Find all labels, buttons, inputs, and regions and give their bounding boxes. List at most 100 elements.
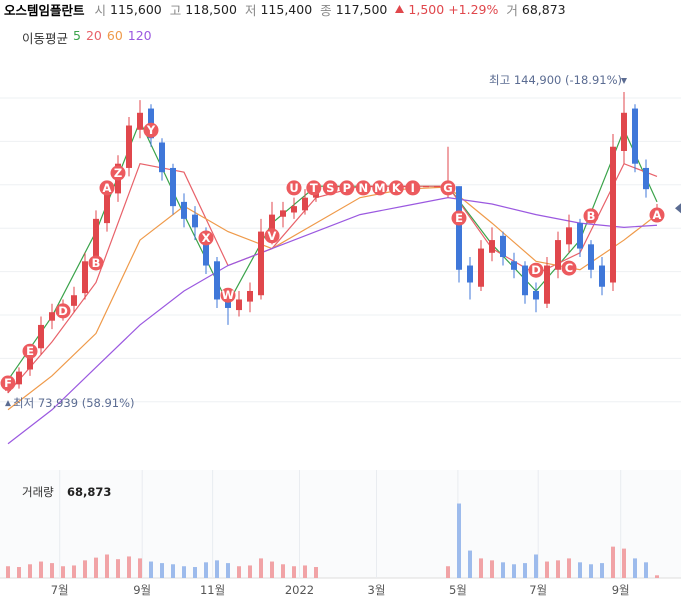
candle [247, 282, 253, 313]
candle [401, 186, 407, 188]
volume-bar [72, 565, 76, 578]
up-arrow [395, 4, 405, 13]
volume-bar [468, 550, 472, 578]
candle-body [93, 218, 99, 258]
volume-bar [17, 567, 21, 578]
volume-bar [160, 563, 164, 578]
candle [214, 257, 220, 308]
candle-body [423, 186, 429, 188]
candle [181, 193, 187, 228]
candle-body [170, 167, 176, 207]
event-marker [339, 180, 355, 196]
volume-bar [193, 567, 197, 578]
change-pct: +1.29% [448, 1, 499, 17]
change-value: 1,500 [408, 1, 445, 17]
candle-body [599, 265, 605, 287]
candle-body [588, 244, 594, 270]
event-label: U [289, 181, 298, 195]
volume-bar [138, 558, 142, 578]
candle [456, 186, 462, 283]
event-marker [22, 343, 38, 359]
candle-body [533, 290, 539, 300]
event-marker [110, 165, 126, 181]
candle-body [511, 261, 517, 270]
volume-bar [182, 566, 186, 578]
event-label: F [4, 376, 12, 390]
event-marker [55, 303, 71, 319]
candle-body [159, 142, 165, 173]
open-value: 115,600 [110, 1, 162, 17]
candle-body [82, 261, 88, 294]
legend: 이동평균 5 20 60 120 [22, 28, 152, 47]
candle-body [577, 223, 583, 249]
high-pointer [621, 78, 627, 85]
candle-body [489, 240, 495, 253]
event-label: A [103, 181, 112, 195]
candle [192, 206, 198, 241]
candle-body [522, 265, 528, 296]
candle [577, 218, 583, 258]
volume-bar [644, 562, 648, 578]
event-marker [264, 228, 280, 244]
volume-bar [490, 560, 494, 578]
legend-title: 이동평균 [22, 31, 69, 46]
open-label: 시 [94, 2, 107, 18]
candle-body [544, 265, 550, 304]
candle [544, 257, 550, 308]
event-label: M [374, 181, 385, 195]
candle-body [71, 295, 77, 306]
candle-body [126, 125, 132, 168]
event-marker [306, 180, 322, 196]
candle-body [258, 231, 264, 296]
candle-body [280, 210, 286, 217]
event-marker [220, 287, 236, 303]
volume-bar [501, 562, 505, 578]
legend-entry: 20 [85, 28, 102, 43]
candle-body [555, 240, 561, 270]
volume-bar [83, 560, 87, 578]
volume-bar [314, 567, 318, 578]
quote-header: 오스템임플란트 시 115,600 고 118,500 저 115,400 종 … [4, 0, 570, 18]
volume-bar [512, 564, 516, 578]
candle [137, 100, 143, 139]
candle [368, 186, 374, 188]
candle-body [610, 146, 616, 283]
candle-body [456, 186, 462, 270]
candle-body [291, 206, 297, 213]
volume-bar [215, 560, 219, 578]
high-annotation: 최고 144,900 (-18.91%) [489, 73, 622, 87]
candle [159, 138, 165, 181]
volume-label: 거 [506, 2, 518, 18]
candle [170, 163, 176, 215]
candle-body [181, 201, 187, 219]
candle [588, 240, 594, 279]
candle [478, 240, 484, 291]
candle [533, 282, 539, 313]
event-marker [143, 122, 159, 138]
candle [302, 189, 308, 215]
candle-body [16, 371, 22, 385]
candle-body [368, 186, 374, 188]
candle-body [203, 231, 209, 266]
volume-bar [270, 561, 274, 578]
event-label: P [343, 181, 351, 195]
volume-bar [633, 558, 637, 578]
volume-value: 68,873 [67, 485, 111, 499]
volume-bar [567, 558, 571, 578]
candle [49, 303, 55, 330]
candle [236, 290, 242, 317]
volume-bar [655, 575, 659, 578]
legend-entry: 120 [127, 28, 152, 43]
candle-body [500, 235, 506, 258]
legend-entry: 60 [106, 28, 123, 43]
event-marker [372, 180, 388, 196]
event-label: D [58, 304, 68, 318]
x-tick-label: 3월 [368, 583, 386, 597]
candle-body [478, 248, 484, 287]
volume-bar [534, 554, 538, 578]
event-marker [440, 180, 456, 196]
candle [632, 104, 638, 173]
event-label: Y [146, 123, 156, 137]
event-label: G [443, 181, 452, 195]
candle-body [27, 350, 33, 370]
